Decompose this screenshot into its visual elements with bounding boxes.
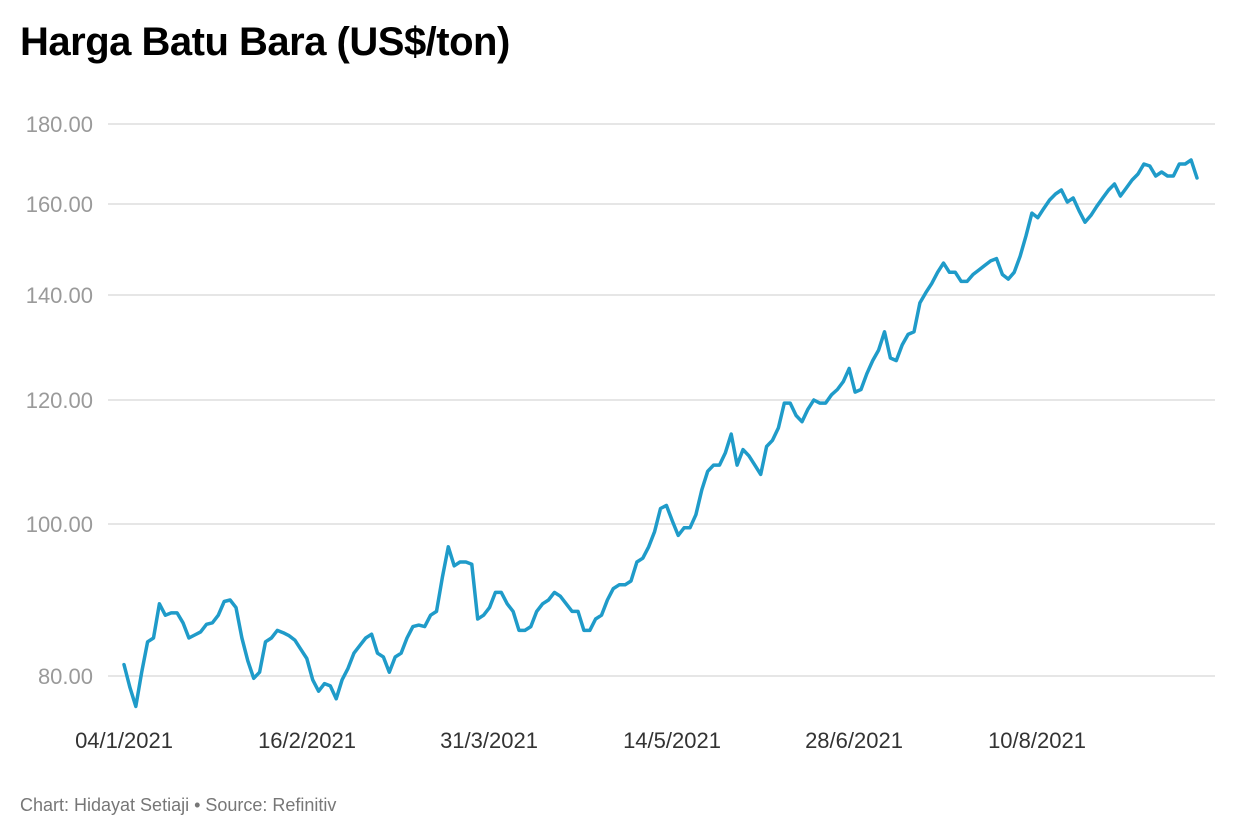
- x-tick-label: 28/6/2021: [805, 728, 903, 753]
- chart-source-credit: Chart: Hidayat Setiaji • Source: Refinit…: [20, 795, 337, 815]
- x-tick-label: 04/1/2021: [75, 728, 173, 753]
- x-axis-ticks: 04/1/2021 16/2/2021 31/3/2021 14/5/2021 28/6…: [75, 728, 1086, 753]
- x-tick-label: 31/3/2021: [440, 728, 538, 753]
- y-tick-label: 100.00: [26, 512, 93, 537]
- series-line: [122, 158, 1199, 709]
- y-tick-label: 140.00: [26, 283, 93, 308]
- y-axis-ticks: 80.00 100.00 120.00 140.00 160.00 180.00: [26, 112, 93, 689]
- x-tick-label: 14/5/2021: [623, 728, 721, 753]
- y-tick-label: 160.00: [26, 192, 93, 217]
- x-tick-label: 10/8/2021: [988, 728, 1086, 753]
- chart-title: Harga Batu Bara (US$/ton): [20, 20, 510, 64]
- y-tick-label: 180.00: [26, 112, 93, 137]
- x-tick-label: 16/2/2021: [258, 728, 356, 753]
- y-tick-label: 120.00: [26, 388, 93, 413]
- series-group: [122, 158, 1199, 709]
- gridlines: [108, 123, 1215, 677]
- y-tick-label: 80.00: [38, 664, 93, 689]
